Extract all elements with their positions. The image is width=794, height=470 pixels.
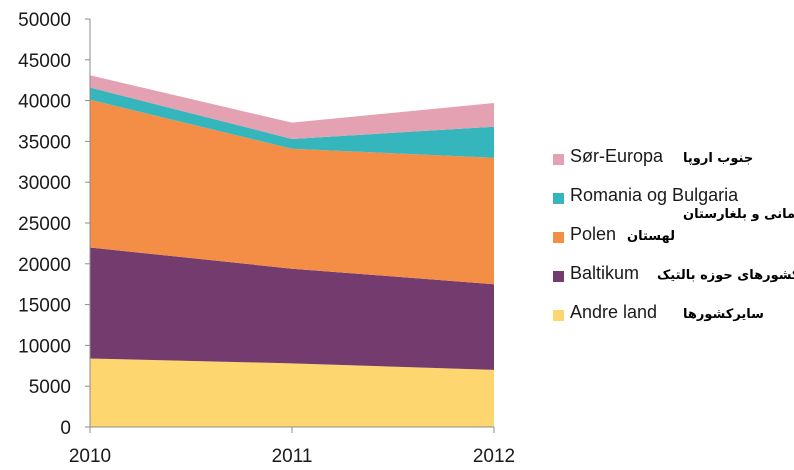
legend-item-baltikum: Baltikum کشورهای حوزه بالتیک bbox=[553, 263, 794, 302]
y-tick-label: 45000 bbox=[18, 51, 71, 72]
legend-label-baltikum: Baltikum bbox=[570, 263, 640, 283]
y-tick-label: 25000 bbox=[18, 214, 71, 235]
legend-swatch-sor-europa bbox=[553, 154, 564, 165]
legend-item-romania-bulgaria: Romania og Bulgaria رومانی و بلغارستان bbox=[553, 185, 794, 224]
area-s-r-europa bbox=[90, 75, 494, 139]
legend-label-fa-sor-europa: جنوب اروپا bbox=[683, 151, 754, 166]
area-andre-land bbox=[90, 358, 494, 427]
x-tick-label: 2011 bbox=[272, 446, 313, 467]
y-tick-label: 50000 bbox=[18, 10, 71, 31]
y-tick-label: 30000 bbox=[18, 173, 71, 194]
legend: Sør-Europa جنوب اروپا Romania og Bulgari… bbox=[553, 146, 794, 341]
area-polen bbox=[90, 99, 494, 285]
legend-label-fa-andre-land: سایرکشورها bbox=[683, 307, 764, 322]
y-tick-label: 10000 bbox=[18, 336, 71, 357]
y-tick-label: 20000 bbox=[18, 255, 71, 276]
y-tick-label: 0 bbox=[60, 418, 71, 439]
legend-item-andre-land: Andre land سایرکشورها bbox=[553, 302, 793, 341]
legend-label-fa-polen: لهستان bbox=[627, 229, 675, 244]
axes-group bbox=[85, 18, 495, 433]
legend-item-sor-europa: Sør-Europa جنوب اروپا bbox=[553, 146, 793, 185]
legend-swatch-polen bbox=[553, 232, 564, 243]
x-tick-labels: 2010 2011 2012 bbox=[69, 446, 515, 467]
legend-swatch-baltikum bbox=[553, 271, 564, 282]
legend-swatch-andre-land bbox=[553, 310, 564, 321]
area-series-group bbox=[90, 75, 494, 427]
x-tick-label: 2012 bbox=[473, 446, 515, 467]
y-tick-label: 40000 bbox=[18, 92, 71, 113]
legend-swatch-romania-bulgaria bbox=[553, 193, 564, 204]
y-tick-label: 35000 bbox=[18, 132, 71, 153]
legend-label-polen: Polen bbox=[570, 224, 617, 244]
legend-label-andre-land: Andre land bbox=[570, 302, 658, 322]
y-tick-label: 15000 bbox=[18, 296, 71, 317]
y-tick-labels: 0 5000 10000 15000 20000 25000 30000 35000 40000… bbox=[18, 10, 71, 439]
y-tick-label: 5000 bbox=[29, 377, 71, 398]
legend-label-fa-romania-bulgaria: رومانی و بلغارستان bbox=[683, 207, 794, 222]
area-romania-og-bulgaria bbox=[90, 87, 494, 158]
legend-item-polen: Polen لهستان bbox=[553, 224, 793, 263]
x-tick-label: 2010 bbox=[69, 446, 111, 467]
legend-label-fa-baltikum: کشورهای حوزه بالتیک bbox=[657, 268, 794, 283]
legend-label-sor-europa: Sør-Europa bbox=[570, 146, 664, 166]
area-baltikum bbox=[90, 247, 494, 370]
legend-label-romania-bulgaria: Romania og Bulgaria bbox=[570, 185, 739, 205]
